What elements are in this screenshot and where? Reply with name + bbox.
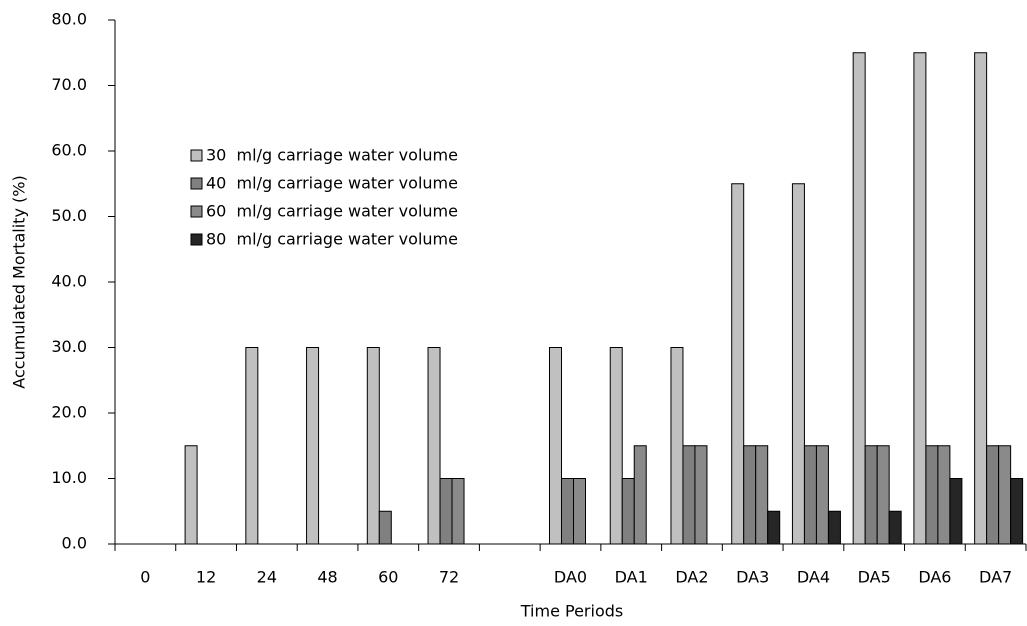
x-tick-label: 12: [196, 568, 216, 587]
bar: [184, 445, 198, 545]
bar: [755, 445, 769, 545]
bar: [974, 52, 988, 545]
bar: [694, 445, 708, 545]
y-tick-label: 80.0: [51, 10, 87, 29]
bar: [549, 347, 562, 545]
bar: [609, 347, 623, 545]
bar: [803, 445, 817, 545]
legend-swatch: [190, 149, 203, 162]
x-tick-label: DA7: [979, 568, 1012, 587]
x-tick-label: 72: [439, 568, 459, 587]
bar: [925, 445, 939, 545]
bar: [998, 445, 1012, 545]
bar: [767, 510, 781, 545]
x-tick-label: DA3: [736, 568, 769, 587]
x-tick-label: DA4: [797, 568, 830, 587]
bar: [366, 347, 380, 545]
bar: [937, 445, 951, 545]
bar: [876, 445, 890, 545]
legend-label: 80 ml/g carriage water volume: [206, 230, 458, 249]
x-tick-label: DA5: [858, 568, 891, 587]
bar: [306, 347, 320, 545]
legend-label: 60 ml/g carriage water volume: [206, 202, 458, 221]
bar: [378, 510, 392, 545]
legend-swatch: [190, 233, 203, 246]
bar: [949, 478, 963, 545]
y-tick-label: 70.0: [51, 75, 87, 94]
legend-swatch: [190, 205, 203, 218]
bar: [633, 445, 647, 545]
bar: [827, 510, 841, 545]
bar: [682, 445, 696, 545]
bar: [427, 347, 441, 545]
bar: [621, 478, 635, 545]
bar: [815, 445, 829, 545]
y-tick-label: 60.0: [51, 141, 87, 160]
bar: [573, 478, 586, 545]
bar: [913, 52, 927, 545]
bar: [791, 183, 805, 545]
bar: [1010, 478, 1024, 545]
bar: [986, 445, 1000, 545]
y-tick-label: 50.0: [51, 206, 87, 225]
x-tick-label: 60: [378, 568, 398, 587]
legend-swatch: [190, 177, 203, 190]
y-tick-label: 10.0: [51, 468, 87, 487]
y-axis-label: Accumulated Mortality (%): [10, 175, 29, 388]
x-tick-label: 48: [317, 568, 337, 587]
x-tick-label: DA6: [918, 568, 951, 587]
x-tick-label: 0: [140, 568, 150, 587]
x-tick-label: 24: [257, 568, 277, 587]
y-tick-label: 30.0: [51, 337, 87, 356]
y-tick-label: 40.0: [51, 272, 87, 291]
bar: [731, 183, 745, 545]
legend-label: 30 ml/g carriage water volume: [206, 146, 458, 165]
y-tick-label: 0.0: [62, 534, 87, 553]
bar: [451, 478, 465, 545]
bar: [670, 347, 684, 545]
bar: [561, 478, 574, 545]
bar: [864, 445, 878, 545]
legend-label: 40 ml/g carriage water volume: [206, 174, 458, 193]
bar: [852, 52, 866, 545]
x-tick-label: DA0: [554, 568, 587, 587]
y-tick-label: 20.0: [51, 403, 87, 422]
bar: [439, 478, 453, 545]
x-axis-label: Time Periods: [520, 602, 623, 621]
bar: [888, 510, 902, 545]
x-tick-label: DA1: [615, 568, 648, 587]
bar: [743, 445, 757, 545]
bar: [245, 347, 259, 545]
x-tick-label: DA2: [675, 568, 708, 587]
